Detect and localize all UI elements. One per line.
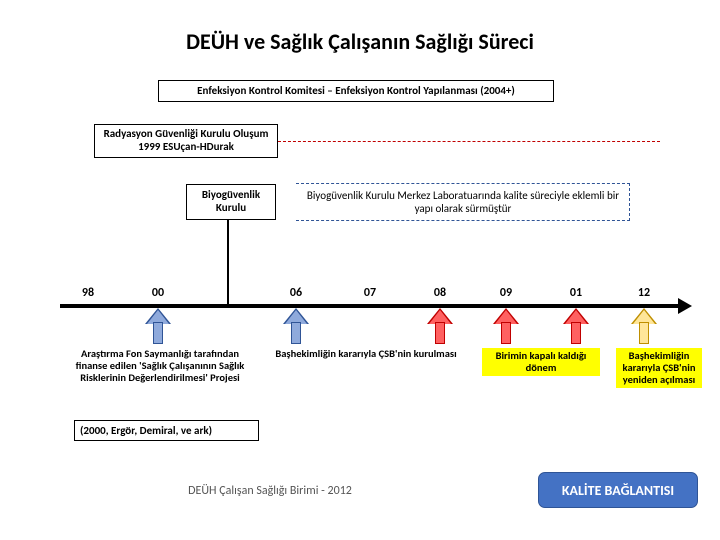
annotation-bashekim-yeniden: Başhekimliğin kararıyla ÇSB'nin yeniden … (616, 348, 702, 388)
enfeksiyon-box: Enfeksiyon Kontrol Komitesi – Enfeksiyon… (158, 80, 554, 102)
timeline-arrowhead (678, 298, 692, 314)
annotation-bashekim-kurulma: Başhekimliğin kararıyla ÇSB'nin kurulmas… (268, 348, 464, 360)
ergor-box: (2000, Ergör, Demiral, ve ark) (74, 420, 259, 441)
year-label-07: 07 (355, 286, 385, 300)
up-arrow-4 (565, 310, 587, 344)
timeline-axis (60, 304, 680, 308)
annotation-arastirma: Araştırma Fon Saymanlığı tarafından fina… (74, 348, 246, 384)
up-arrow-0 (147, 310, 169, 344)
kalite-button[interactable]: KALİTE BAĞLANTISI (538, 472, 698, 508)
annotation-birim-kapali: Birimin kapalı kaldığı dönem (482, 348, 600, 376)
biyoguvenlik-box: Biyogüvenlik Kurulu (186, 184, 276, 220)
year-label-06: 06 (281, 286, 311, 300)
year-label-09: 09 (491, 286, 521, 300)
up-arrow-5 (633, 310, 655, 344)
up-arrow-3 (495, 310, 517, 344)
year-label-08: 08 (425, 286, 455, 300)
connector-biyog-timeline (227, 220, 229, 304)
year-label-01: 01 (561, 286, 591, 300)
year-label-98: 98 (73, 286, 103, 300)
up-arrow-1 (285, 310, 307, 344)
biyomerkez-text: Biyogüvenlik Kurulu Merkez Laboratuarınd… (298, 183, 628, 221)
radyasyon-box: Radyasyon Güvenliği Kurulu Oluşum 1999 E… (94, 124, 278, 158)
page-title: DEÜH ve Sağlık Çalışanın Sağlığı Süreci (0, 28, 720, 55)
connector-radyasyon-dashed (278, 141, 660, 142)
footer-text: DEÜH Çalışan Sağlığı Birimi - 2012 (0, 484, 540, 498)
year-label-12: 12 (629, 286, 659, 300)
up-arrow-2 (429, 310, 451, 344)
year-label-00: 00 (143, 286, 173, 300)
